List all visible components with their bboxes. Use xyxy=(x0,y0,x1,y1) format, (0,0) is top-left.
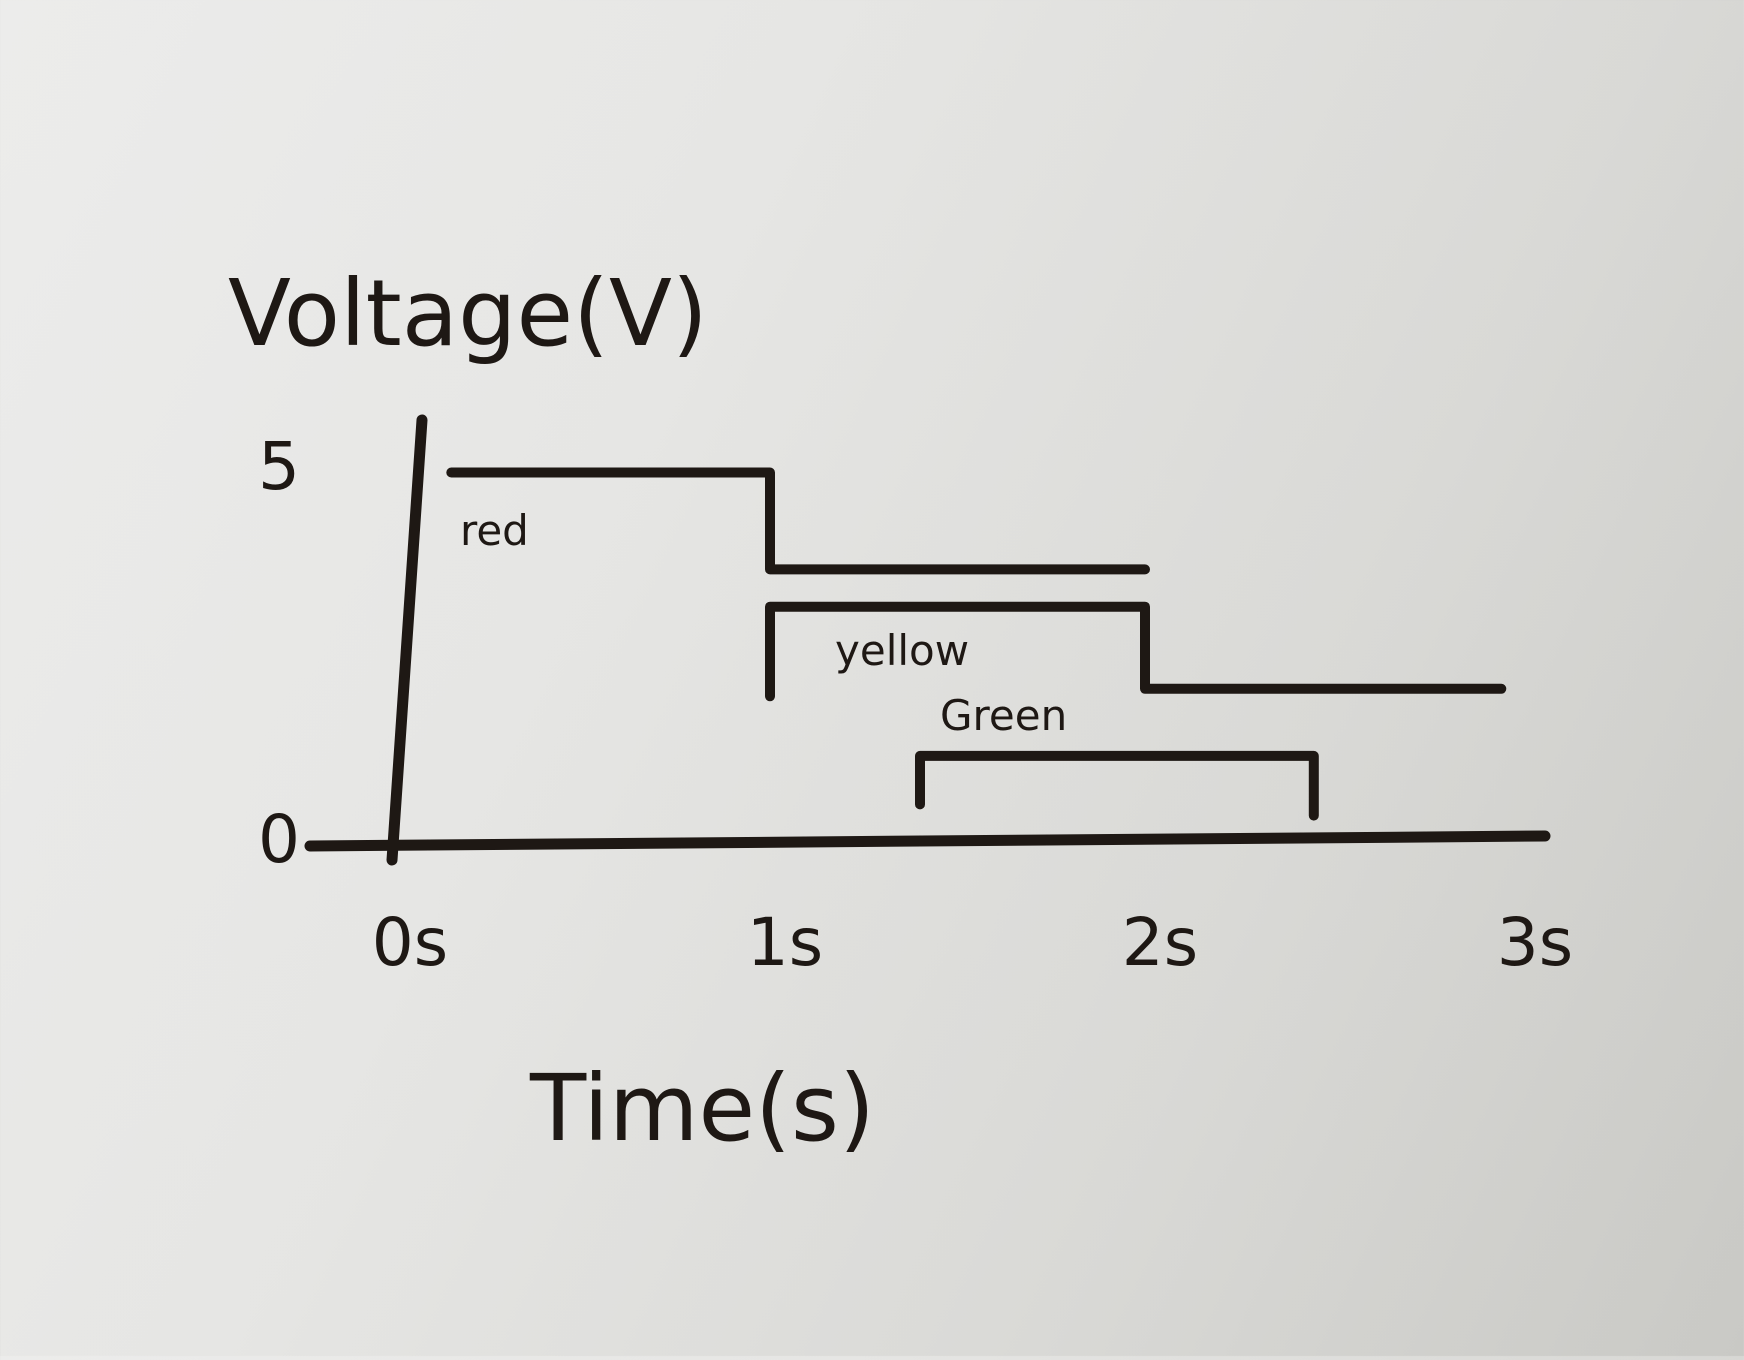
labels-group: red yellow Green Voltage(V) Time(s) 0 5 0s 1s 2s 3… xyxy=(228,260,1573,1162)
series-line-red xyxy=(446,467,1150,575)
series-line-yellow xyxy=(765,601,1507,702)
x-tick-label-2s: 2s xyxy=(1122,904,1198,981)
x-axis-title: Time(s) xyxy=(529,1055,875,1162)
series-label-yellow: yellow xyxy=(835,626,969,675)
y-axis-line xyxy=(386,414,428,866)
series-line-green xyxy=(915,750,1319,821)
x-axis-line xyxy=(304,830,1551,852)
axes xyxy=(304,414,1551,866)
y-tick-label-0: 0 xyxy=(258,801,300,878)
x-tick-label-3s: 3s xyxy=(1497,904,1573,981)
y-axis-title: Voltage(V) xyxy=(228,260,708,367)
series-group xyxy=(446,467,1507,821)
x-tick-label-1s: 1s xyxy=(747,904,823,981)
x-tick-label-0s: 0s xyxy=(372,904,448,981)
series-label-red: red xyxy=(460,506,529,555)
y-tick-label-5: 5 xyxy=(258,428,300,505)
series-label-green: Green xyxy=(940,691,1067,740)
